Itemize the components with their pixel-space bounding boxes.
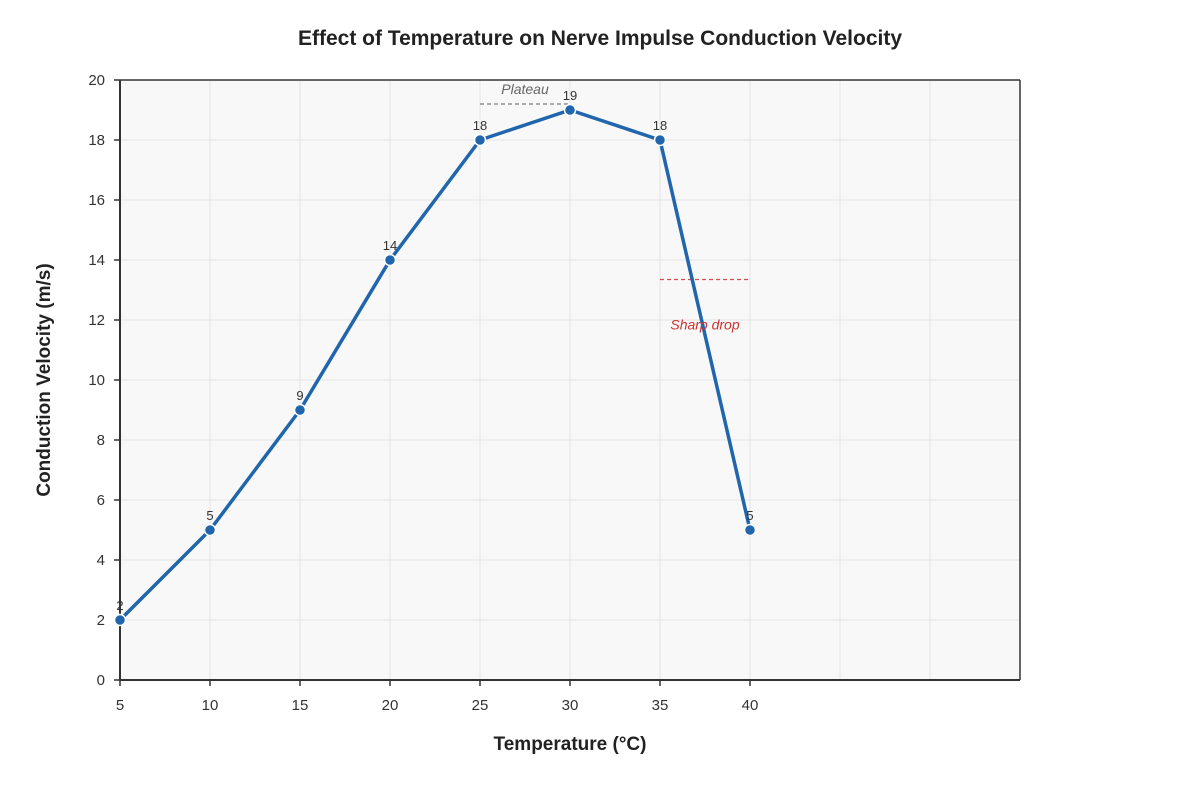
data-point [653,133,667,147]
series [113,103,757,627]
y-tick-label: 18 [88,132,105,149]
x-axis-title: Temperature (°C) [494,734,647,755]
data-label: 18 [473,118,487,133]
x-tick-label: 15 [292,697,309,714]
annotation-label: Sharp drop [670,317,739,333]
data-label: 19 [563,88,577,103]
x-tick-label: 30 [562,697,579,714]
data-point [473,133,487,147]
data-point [293,403,307,417]
y-tick-label: 6 [97,492,105,509]
data-label: 9 [296,388,303,403]
annotation-labels: Plateau Sharp drop [501,81,740,333]
data-point [743,523,757,537]
y-tick-label: 12 [88,312,105,329]
y-tick-label: 14 [88,252,105,269]
data-point [203,523,217,537]
data-label: 14 [383,238,397,253]
annotation-label: Plateau [501,81,549,97]
series-line [118,108,752,622]
y-tick-label: 8 [97,432,105,449]
y-tick-label: 4 [97,552,105,569]
x-tick-label: 5 [116,697,124,714]
x-tick-label: 35 [652,697,669,714]
x-tick-label: 10 [202,697,219,714]
x-tick-label: 40 [742,697,759,714]
y-tick-label: 10 [88,372,105,389]
y-tick-label: 2 [97,612,105,629]
y-tick-label: 16 [88,192,105,209]
y-axis-title: Conduction Velocity (m/s) [34,263,55,496]
data-label: 18 [653,118,667,133]
y-tick-label: 20 [88,72,105,89]
data-label: 5 [746,508,753,523]
data-point [113,613,127,627]
data-label: 2 [116,598,123,613]
y-tick-label: 0 [97,672,105,689]
annotation-lines [480,103,750,281]
data-labels: 2 5 9 14 18 19 18 5 [116,88,753,613]
chart-title: Effect of Temperature on Nerve Impulse C… [298,27,902,50]
data-point [383,253,397,267]
x-tick-label: 20 [382,697,399,714]
data-point [563,103,577,117]
x-tick-label: 25 [472,697,489,714]
data-label: 5 [206,508,213,523]
